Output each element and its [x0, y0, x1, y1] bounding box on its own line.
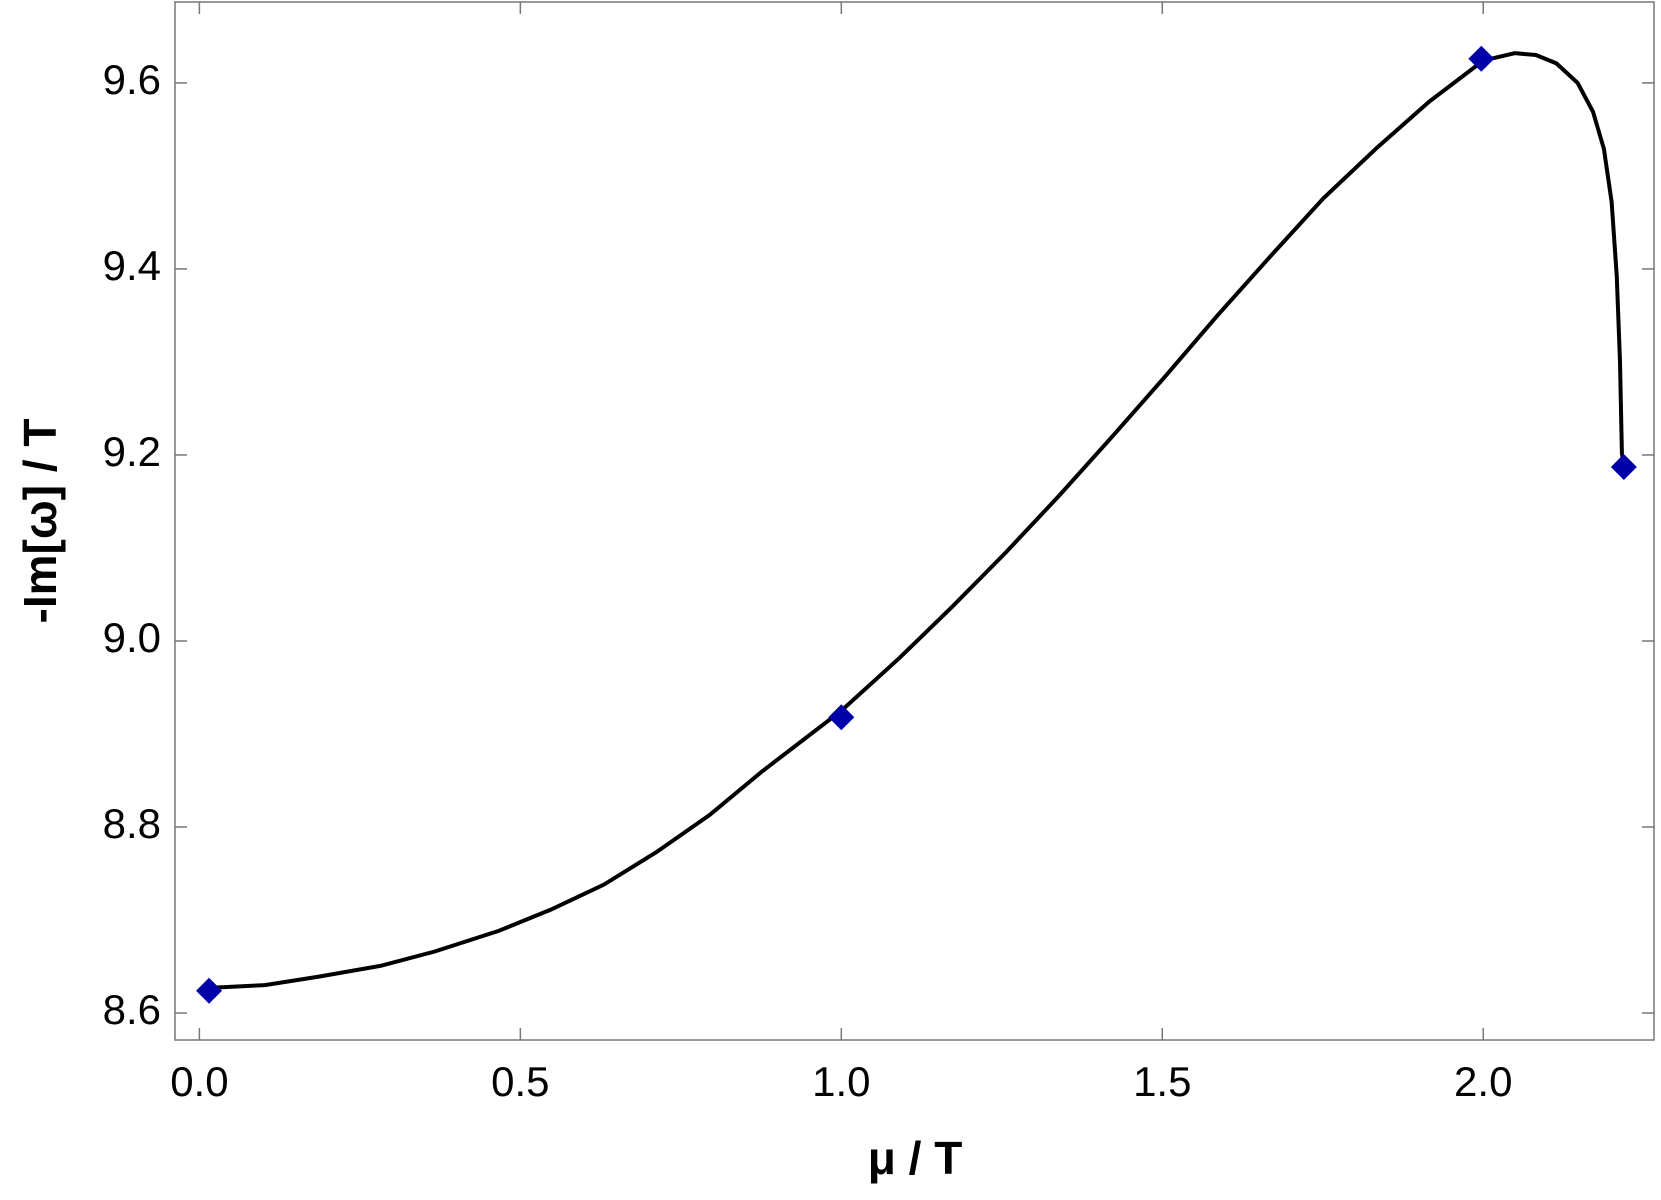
y-tick-label: 8.8 — [103, 800, 161, 847]
y-axis-label: -Im[ω] / T — [14, 419, 66, 624]
y-tick-label: 8.6 — [103, 986, 161, 1033]
marker — [1468, 45, 1495, 72]
x-tick-label: 0.5 — [491, 1058, 549, 1105]
x-tick-label: 2.0 — [1454, 1058, 1512, 1105]
y-tick-label: 9.0 — [103, 614, 161, 661]
y-tick-label: 9.2 — [103, 428, 161, 475]
x-tick-label: 1.5 — [1133, 1058, 1191, 1105]
marker — [196, 977, 223, 1004]
y-tick-label: 9.6 — [103, 56, 161, 103]
plot-frame — [174, 1, 1655, 1041]
marker — [1610, 454, 1637, 481]
x-tick-label: 0.0 — [170, 1058, 228, 1105]
x-tick-label: 1.0 — [812, 1058, 870, 1105]
marker — [828, 704, 855, 731]
x-axis-label: μ / T — [868, 1132, 963, 1184]
y-tick-label: 9.4 — [103, 242, 161, 289]
line — [208, 51, 1626, 990]
